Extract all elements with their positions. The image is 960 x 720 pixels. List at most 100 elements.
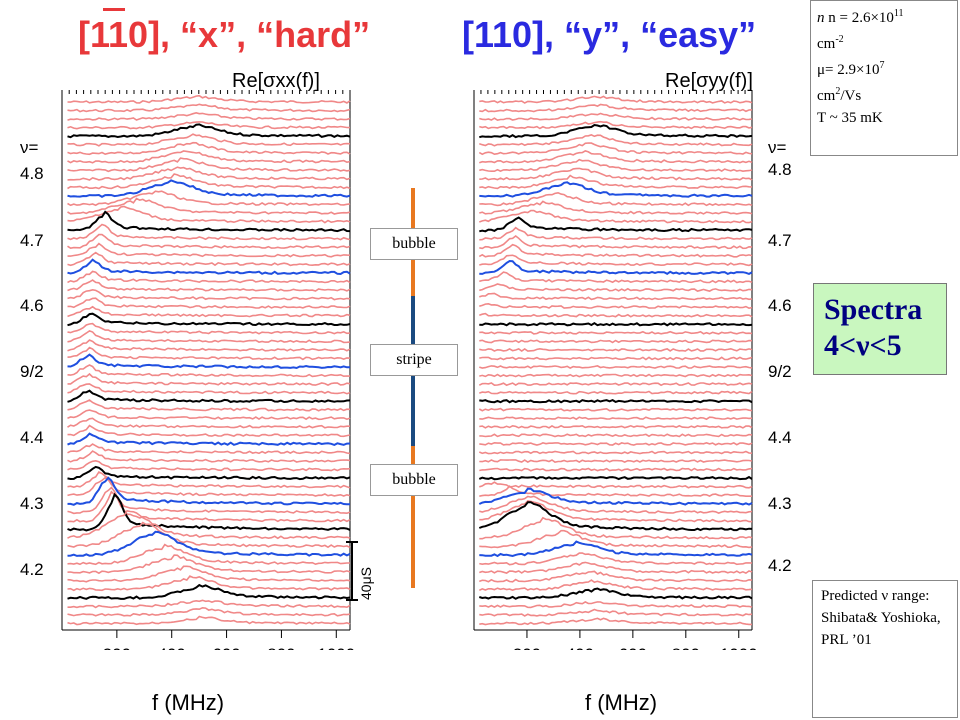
- right-ylabel: Re[σyy(f)]: [665, 70, 753, 93]
- left-chart-svg: 200 400 600 800 1000: [61, 90, 355, 650]
- phase-label-bubble-top: bubble: [370, 228, 458, 260]
- trace: [479, 570, 753, 583]
- trace: [67, 305, 351, 318]
- trace-nu-4.8: [479, 123, 753, 139]
- left-chart-panel: 200 400 600 800 1000: [0, 70, 370, 650]
- right-chart-panel: 200 400 600 800 1000: [460, 70, 760, 650]
- trace: [479, 112, 753, 122]
- trace: [479, 103, 753, 113]
- trace-nu-4.2: [478, 587, 753, 600]
- trace-nu-4.3: [478, 501, 753, 532]
- trace: [479, 312, 753, 318]
- trace: [479, 459, 753, 464]
- trace-nu-4.4: [478, 475, 753, 481]
- trace-nu-4.35: [67, 476, 350, 506]
- trace: [479, 191, 753, 207]
- trace: [67, 383, 351, 395]
- trace-nu-4.45: [67, 432, 351, 446]
- trace: [479, 552, 753, 566]
- trace-nu-4.65: [67, 258, 351, 276]
- left-panel-title-text: [110], “x”, “hard”: [78, 14, 371, 55]
- trace: [479, 416, 753, 421]
- trace: [479, 150, 753, 164]
- trace: [67, 470, 351, 489]
- trace: [67, 330, 351, 344]
- info-density-unit-exp: -2: [835, 34, 844, 45]
- trace: [479, 373, 753, 378]
- trace-nu-4.2: [67, 583, 351, 600]
- trace-nu-4.6: [67, 312, 351, 327]
- right-nu-label: 4.8: [768, 160, 792, 179]
- trace: [479, 529, 753, 549]
- trace: [479, 608, 753, 617]
- trace: [67, 372, 351, 386]
- x-tick-label: 600: [212, 645, 240, 650]
- trace-nu-4.3: [67, 492, 351, 532]
- trace: [479, 441, 753, 446]
- info-density: n = 2.6×10: [828, 10, 894, 26]
- info-mobility-unit: cm: [817, 88, 836, 104]
- overline-mark: [103, 8, 125, 11]
- trace: [479, 495, 753, 514]
- right-nu-label: 4.7: [768, 231, 792, 250]
- phase-label-bubble-bottom: bubble: [370, 464, 458, 496]
- trace: [479, 95, 753, 104]
- trace: [67, 606, 351, 617]
- left-nu-label: 4.2: [20, 560, 44, 579]
- scale-bar-label-wrap: 40μS: [358, 540, 374, 610]
- trace: [478, 407, 753, 412]
- trace: [67, 554, 351, 575]
- trace: [479, 271, 753, 284]
- trace: [479, 158, 753, 173]
- info-density-exp: 11: [893, 8, 904, 19]
- right-nu-label: 4.2: [768, 556, 792, 575]
- right-nu-label: 4.6: [768, 296, 792, 315]
- trace: [479, 120, 753, 130]
- trace: [479, 174, 753, 190]
- trace-nu-4.75: [67, 179, 351, 198]
- trace: [67, 141, 351, 156]
- info-density-unit: cm: [817, 36, 836, 52]
- trace: [67, 443, 351, 455]
- trace: [479, 302, 753, 310]
- trace: [479, 356, 753, 361]
- info-mobility-unit-rest: /Vs: [840, 88, 862, 104]
- trace-nu-4.65: [479, 259, 753, 276]
- trace: [479, 209, 753, 224]
- trace-nu-4.25: [67, 530, 351, 557]
- left-xlabel: f (MHz): [152, 690, 224, 716]
- trace: [479, 134, 753, 147]
- trace-nu-4.7: [67, 210, 351, 233]
- trace: [479, 226, 753, 241]
- x-tick-label: 600: [619, 645, 647, 650]
- trace: [67, 103, 351, 113]
- trace: [67, 486, 351, 515]
- trace: [478, 450, 753, 455]
- trace: [479, 500, 752, 523]
- trace-nu-4.25: [479, 540, 753, 558]
- trace: [67, 509, 351, 540]
- x-tick-label: 200: [513, 645, 541, 650]
- trace: [479, 433, 753, 438]
- trace: [67, 223, 351, 241]
- right-xlabel-text: f (MHz): [585, 690, 658, 715]
- trace: [67, 450, 351, 463]
- trace: [479, 339, 753, 344]
- left-ylabel: Re[σxx(f)]: [232, 70, 320, 93]
- right-chart-svg: 200 400 600 800 1000: [473, 90, 758, 650]
- trace: [479, 481, 753, 489]
- trace: [479, 292, 753, 301]
- trace-nu-9-2: [479, 398, 753, 404]
- trace: [479, 516, 753, 540]
- info-temperature: T ~ 35 mK: [817, 110, 883, 126]
- trace: [67, 399, 351, 412]
- trace: [67, 121, 351, 130]
- trace: [67, 297, 351, 309]
- left-nu-label: 4.4: [20, 428, 44, 447]
- trace: [67, 233, 351, 250]
- predicted-box: Predicted ν range: Shibata& Yoshioka, PR…: [812, 580, 958, 718]
- left-nu-label: 4.7: [20, 231, 44, 250]
- trace: [67, 417, 350, 429]
- x-tick-label: 400: [158, 645, 186, 650]
- left-nu-label: 4.6: [20, 296, 44, 315]
